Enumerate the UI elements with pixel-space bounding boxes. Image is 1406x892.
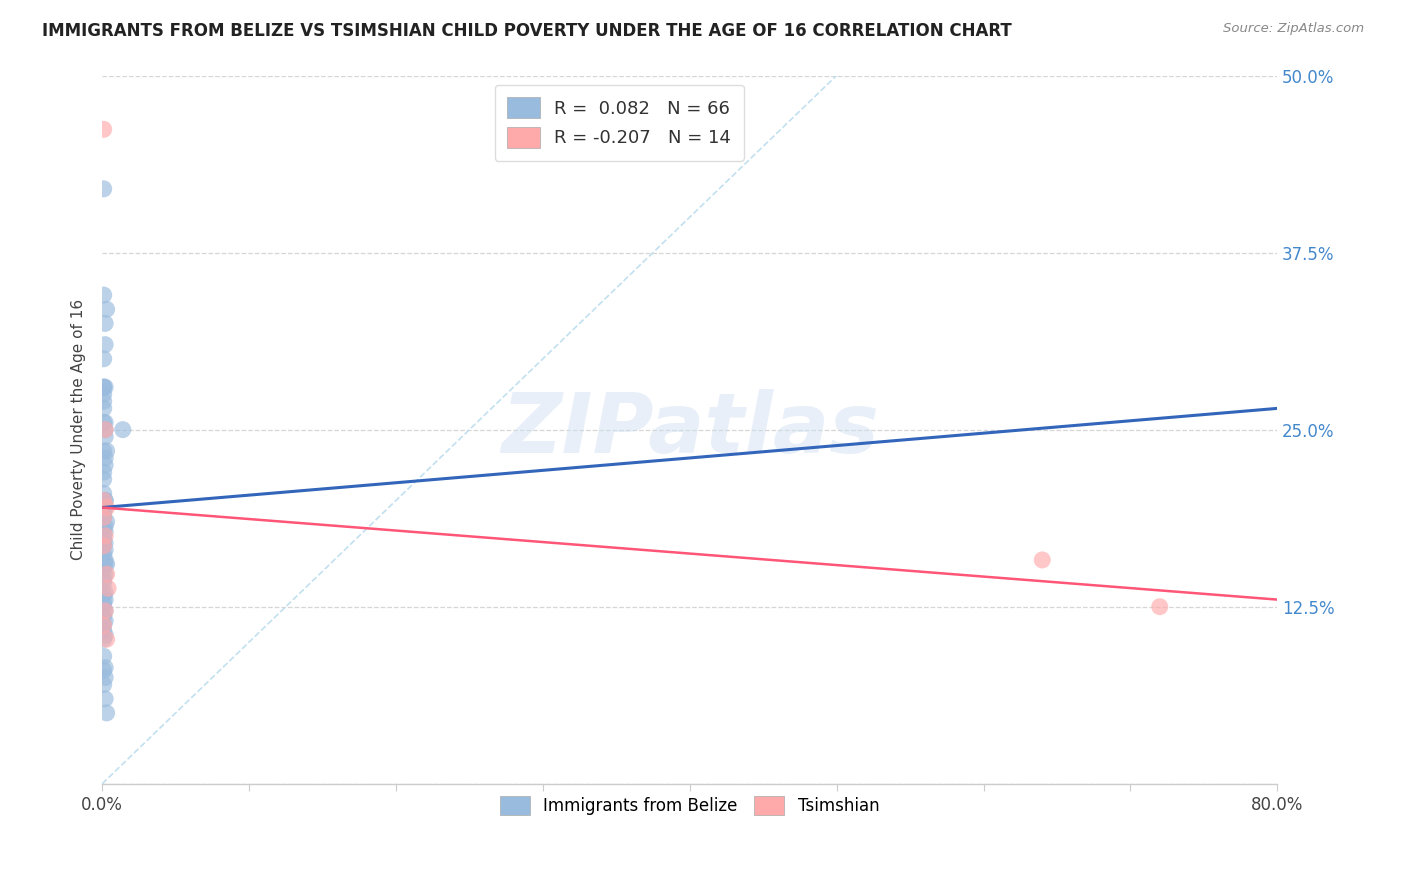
Point: [93, 595, 115, 609]
Point: [93, 493, 115, 508]
Point: [93, 539, 115, 553]
Point: [1031, 553, 1053, 567]
Point: [94, 529, 117, 543]
Point: [94, 557, 117, 571]
Point: [96, 443, 118, 458]
Point: [93, 465, 115, 479]
Point: [93, 508, 115, 522]
Point: [94, 524, 117, 539]
Point: [94, 317, 117, 331]
Point: [94, 536, 117, 550]
Point: [93, 510, 115, 524]
Point: [93, 472, 115, 486]
Point: [96, 302, 118, 317]
Point: [111, 423, 134, 437]
Point: [93, 387, 115, 401]
Point: [94, 519, 117, 533]
Point: [93, 618, 115, 632]
Point: [93, 529, 115, 543]
Point: [94, 458, 117, 472]
Point: [94, 416, 117, 430]
Point: [94, 493, 117, 508]
Legend: Immigrants from Belize, Tsimshian: Immigrants from Belize, Tsimshian: [491, 786, 890, 825]
Point: [96, 515, 118, 529]
Text: IMMIGRANTS FROM BELIZE VS TSIMSHIAN CHILD POVERTY UNDER THE AGE OF 16 CORRELATIO: IMMIGRANTS FROM BELIZE VS TSIMSHIAN CHIL…: [42, 22, 1012, 40]
Point: [94, 671, 117, 685]
Point: [93, 599, 115, 614]
Point: [93, 561, 115, 575]
Point: [93, 624, 115, 638]
Point: [96, 706, 118, 720]
Point: [93, 288, 115, 302]
Point: [93, 571, 115, 585]
Point: [93, 609, 115, 624]
Point: [94, 553, 117, 567]
Point: [93, 632, 115, 647]
Point: [94, 628, 117, 642]
Point: [93, 677, 115, 691]
Point: [93, 522, 115, 536]
Point: [94, 567, 117, 582]
Point: [93, 500, 115, 515]
Point: [96, 500, 118, 515]
Point: [93, 664, 115, 678]
Point: [93, 351, 115, 366]
Point: [94, 380, 117, 394]
Point: [94, 423, 117, 437]
Point: [96, 632, 118, 647]
Point: [93, 394, 115, 409]
Point: [94, 604, 117, 618]
Point: [1149, 599, 1171, 614]
Point: [93, 588, 115, 602]
Point: [94, 450, 117, 465]
Y-axis label: Child Poverty Under the Age of 16: Child Poverty Under the Age of 16: [72, 299, 86, 560]
Point: [93, 575, 115, 590]
Point: [94, 604, 117, 618]
Point: [94, 423, 117, 437]
Text: Source: ZipAtlas.com: Source: ZipAtlas.com: [1223, 22, 1364, 36]
Point: [94, 585, 117, 599]
Point: [93, 510, 115, 524]
Point: [94, 493, 117, 508]
Point: [96, 567, 118, 582]
Point: [93, 618, 115, 632]
Point: [93, 649, 115, 664]
Point: [93, 443, 115, 458]
Point: [94, 660, 117, 674]
Point: [94, 592, 117, 607]
Point: [93, 416, 115, 430]
Point: [93, 380, 115, 394]
Point: [96, 557, 118, 571]
Text: ZIPatlas: ZIPatlas: [501, 389, 879, 470]
Point: [94, 691, 117, 706]
Point: [93, 182, 115, 196]
Point: [93, 539, 115, 553]
Point: [94, 430, 117, 444]
Point: [93, 486, 115, 500]
Point: [94, 337, 117, 351]
Point: [93, 547, 115, 561]
Point: [93, 380, 115, 394]
Point: [94, 543, 117, 558]
Point: [94, 500, 117, 515]
Point: [97, 581, 120, 595]
Point: [93, 122, 115, 136]
Point: [93, 533, 115, 548]
Point: [93, 401, 115, 416]
Point: [94, 614, 117, 628]
